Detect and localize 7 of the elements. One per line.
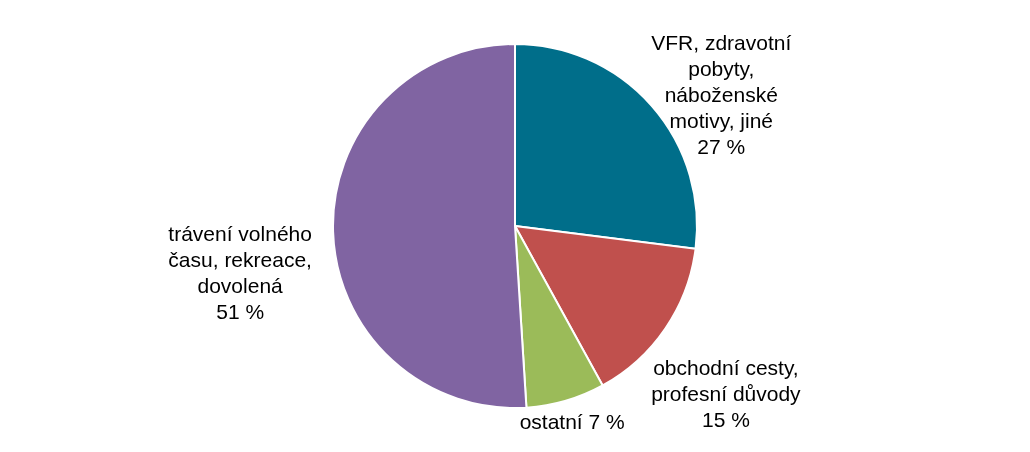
slice-label: trávení volného času, rekreace, dovolená (168, 221, 312, 297)
data-label: 15 % (701, 408, 750, 432)
slice-label: ostatní 7 % (519, 409, 625, 433)
slice-label: VFR, zdravotní pobyty, náboženské motivy, jiné (651, 31, 792, 133)
slice-label: obchodní cesty, profesní důvody (651, 356, 802, 406)
data-label: 27 % (697, 135, 746, 159)
data-label: 51 % (216, 299, 265, 323)
